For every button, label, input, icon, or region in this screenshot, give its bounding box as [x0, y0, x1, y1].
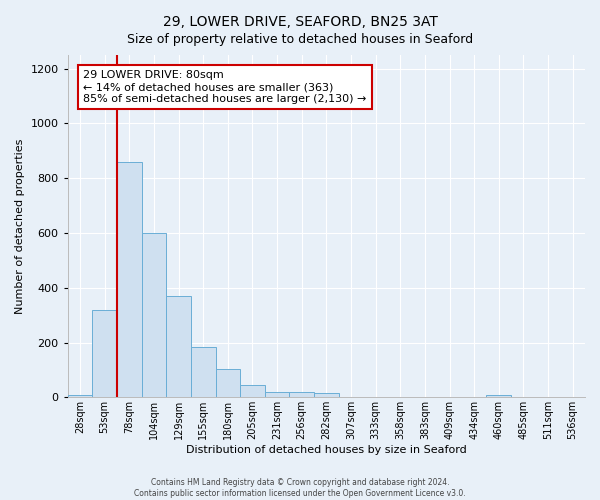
Bar	[289, 392, 314, 398]
Bar	[117, 162, 142, 398]
Text: Contains HM Land Registry data © Crown copyright and database right 2024.
Contai: Contains HM Land Registry data © Crown c…	[134, 478, 466, 498]
Bar	[142, 233, 166, 398]
Text: Size of property relative to detached houses in Seaford: Size of property relative to detached ho…	[127, 32, 473, 46]
Bar	[265, 392, 289, 398]
Bar	[240, 385, 265, 398]
Text: 29 LOWER DRIVE: 80sqm
← 14% of detached houses are smaller (363)
85% of semi-det: 29 LOWER DRIVE: 80sqm ← 14% of detached …	[83, 70, 367, 104]
X-axis label: Distribution of detached houses by size in Seaford: Distribution of detached houses by size …	[186, 445, 467, 455]
Bar	[314, 393, 338, 398]
Bar	[92, 310, 117, 398]
Bar	[487, 394, 511, 398]
Bar	[191, 346, 215, 398]
Bar	[166, 296, 191, 398]
Bar	[68, 394, 92, 398]
Bar	[215, 368, 240, 398]
Y-axis label: Number of detached properties: Number of detached properties	[15, 138, 25, 314]
Text: 29, LOWER DRIVE, SEAFORD, BN25 3AT: 29, LOWER DRIVE, SEAFORD, BN25 3AT	[163, 15, 437, 29]
